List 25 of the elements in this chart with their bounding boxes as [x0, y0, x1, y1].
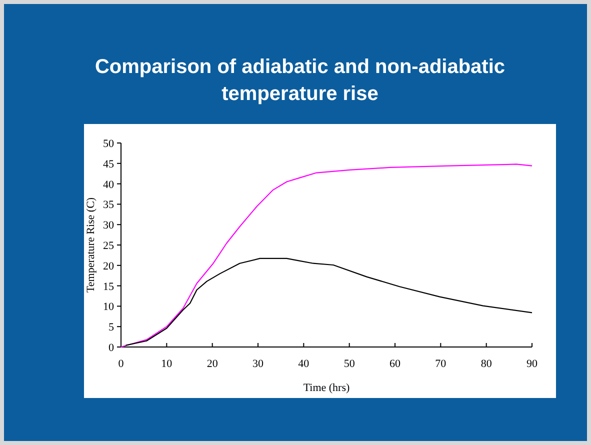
x-tick-label: 60: [390, 358, 401, 370]
x-tick-label: 10: [161, 358, 173, 370]
x-axis-title: Time (hrs): [303, 382, 350, 394]
x-tick-label: 0: [118, 358, 124, 370]
y-tick-label: 15: [103, 280, 114, 293]
y-tick-label: 25: [103, 240, 114, 252]
y-tick-label: 50: [103, 138, 114, 150]
y-tick-label: 45: [103, 158, 114, 170]
y-tick-label: 10: [103, 301, 114, 314]
line-series: [125, 258, 533, 346]
x-tick-label: 20: [206, 358, 218, 370]
y-tick-label: 30: [103, 220, 114, 232]
x-tick-label: 70: [435, 358, 447, 370]
x-tick-label: 90: [526, 358, 538, 370]
x-tick-label: 40: [298, 358, 310, 370]
y-tick-label: 40: [103, 178, 114, 191]
y-tick-label: 5: [108, 322, 114, 334]
y-tick-label: 35: [103, 199, 114, 212]
y-tick-label: 0: [108, 342, 114, 354]
y-axis-title: Temperature Rise (C): [85, 197, 97, 293]
x-tick-label: 30: [252, 358, 264, 370]
chart-title: Comparison of adiabatic and non-adiabatic temperature rise: [94, 56, 506, 105]
y-tick-label: 20: [103, 260, 114, 272]
x-tick-label: 50: [344, 358, 356, 370]
x-tick-label: 80: [480, 358, 492, 370]
